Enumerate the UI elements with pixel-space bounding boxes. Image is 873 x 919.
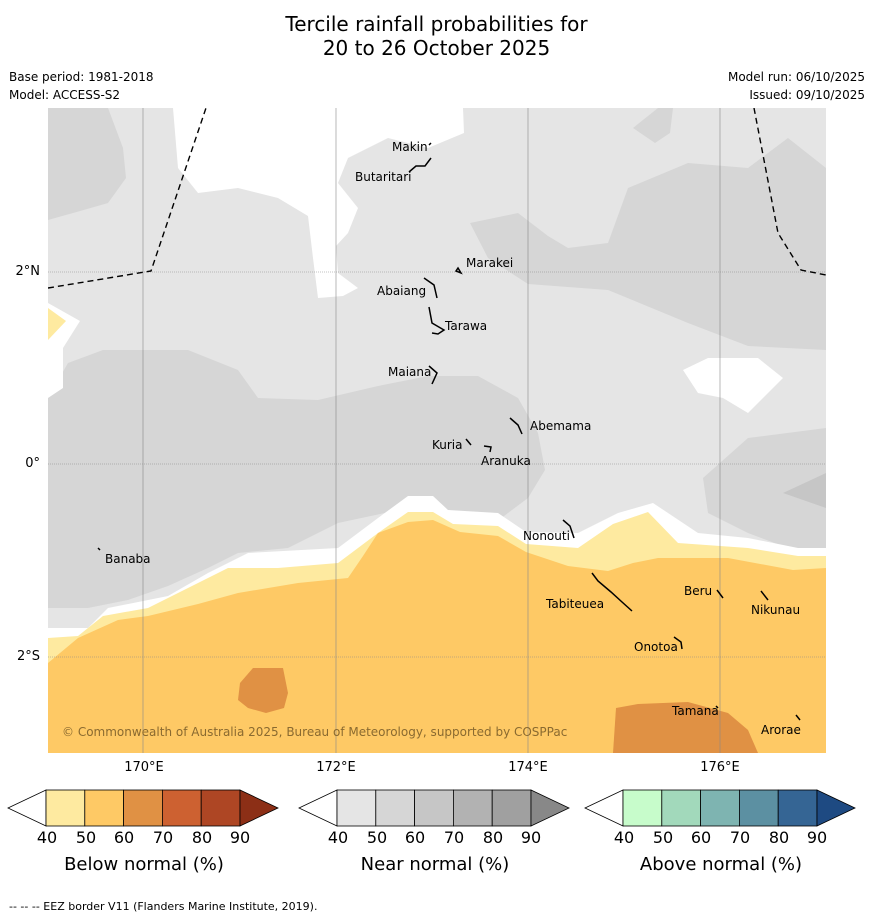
colorbar-segment: [85, 790, 124, 826]
colorbar-segment: [299, 790, 337, 826]
place-arorae: Arorae: [761, 723, 801, 737]
tick: 60: [104, 828, 144, 847]
colorbar-segment: [201, 790, 240, 826]
tick: 70: [720, 828, 760, 847]
copyright-notice: © Commonwealth of Australia 2025, Bureau…: [62, 725, 567, 739]
title-line-2: 20 to 26 October 2025: [0, 36, 873, 60]
colorbar-segment: [162, 790, 201, 826]
place-tarawa: Tarawa: [444, 319, 487, 333]
place-abaiang: Abaiang: [377, 284, 426, 298]
colorbar-segment: [531, 790, 569, 826]
lon-label-170e: 170°E: [104, 760, 184, 775]
map-svg: Makin Butaritari Marakei Abaiang Tarawa …: [48, 108, 826, 753]
colorbar-segment: [124, 790, 163, 826]
place-abemama: Abemama: [530, 419, 591, 433]
colorbar-segment: [623, 790, 662, 826]
colorbars-svg: [0, 788, 873, 828]
tick: 40: [27, 828, 67, 847]
tick: 80: [182, 828, 222, 847]
place-onotoa: Onotoa: [634, 640, 678, 654]
place-marakei: Marakei: [466, 256, 513, 270]
colorbar-segment: [662, 790, 701, 826]
colorbar-segment: [817, 790, 855, 826]
colorbar-segment: [492, 790, 531, 826]
meta-right: Model run: 06/10/2025 Issued: 09/10/2025: [728, 68, 865, 104]
tick: 70: [143, 828, 183, 847]
tick: 40: [318, 828, 358, 847]
colorbar-below-label: Below normal (%): [9, 854, 279, 875]
place-butaritari: Butaritari: [355, 170, 412, 184]
colorbar-segment: [778, 790, 817, 826]
place-tabiteuea: Tabiteuea: [545, 597, 604, 611]
colorbar-near-label: Near normal (%): [300, 854, 570, 875]
colorbar-near: [299, 790, 569, 826]
tick: 60: [681, 828, 721, 847]
tick: 50: [643, 828, 683, 847]
colorbar-segment: [585, 790, 623, 826]
place-beru: Beru: [684, 584, 712, 598]
probability-map[interactable]: Makin Butaritari Marakei Abaiang Tarawa …: [48, 108, 826, 753]
tick: 50: [66, 828, 106, 847]
place-nonouti: Nonouti: [523, 529, 570, 543]
colorbar-segment: [701, 790, 740, 826]
colorbar-above: [585, 790, 855, 826]
colorbar-segment: [46, 790, 85, 826]
eez-footnote: -- -- -- EEZ border V11 (Flanders Marine…: [9, 900, 317, 913]
colorbar-segment: [240, 790, 278, 826]
colorbar-segment: [453, 790, 492, 826]
place-makin: Makin: [392, 140, 428, 154]
meta-left: Base period: 1981-2018 Model: ACCESS-S2: [9, 68, 154, 104]
lat-label-0: 0°: [0, 456, 40, 471]
tick: 90: [220, 828, 260, 847]
colorbar-segment: [337, 790, 376, 826]
colorbar-segment: [8, 790, 46, 826]
tick: 60: [395, 828, 435, 847]
tick: 90: [511, 828, 551, 847]
colorbar-below: [8, 790, 278, 826]
lon-label-174e: 174°E: [488, 760, 568, 775]
colorbar-above-label: Above normal (%): [586, 854, 856, 875]
map-title: Tercile rainfall probabilities for 20 to…: [0, 12, 873, 60]
colorbars: [0, 788, 873, 828]
issued-date: Issued: 09/10/2025: [728, 86, 865, 104]
colorbar-segment: [415, 790, 454, 826]
tick: 40: [604, 828, 644, 847]
lat-label-2s: 2°S: [0, 649, 40, 664]
model-run: Model run: 06/10/2025: [728, 68, 865, 86]
place-aranuka: Aranuka: [481, 454, 531, 468]
place-banaba: Banaba: [105, 552, 151, 566]
lon-label-176e: 176°E: [680, 760, 760, 775]
lon-label-172e: 172°E: [296, 760, 376, 775]
tick: 70: [434, 828, 474, 847]
place-kuria: Kuria: [432, 438, 463, 452]
place-nikunau: Nikunau: [751, 603, 800, 617]
title-line-1: Tercile rainfall probabilities for: [0, 12, 873, 36]
tick: 50: [357, 828, 397, 847]
tick: 90: [797, 828, 837, 847]
place-maiana: Maiana: [388, 365, 431, 379]
place-tamana: Tamana: [671, 704, 719, 718]
tick: 80: [473, 828, 513, 847]
base-period: Base period: 1981-2018: [9, 68, 154, 86]
colorbar-segment: [376, 790, 415, 826]
lat-label-2n: 2°N: [0, 264, 40, 279]
tick: 80: [759, 828, 799, 847]
colorbar-segment: [739, 790, 778, 826]
model-name: Model: ACCESS-S2: [9, 86, 154, 104]
